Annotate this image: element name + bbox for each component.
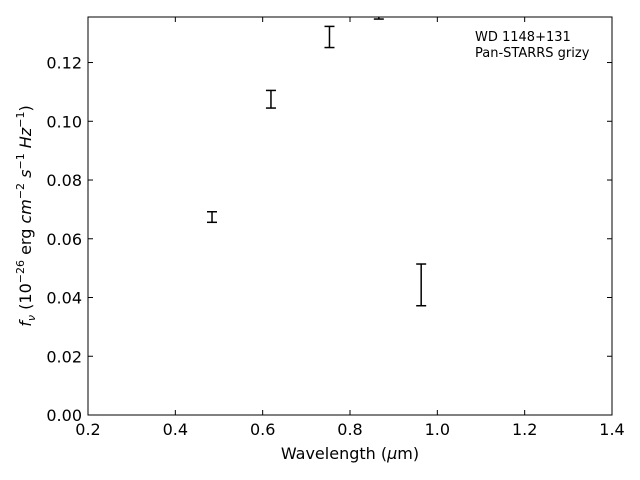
error-bars (207, 17, 427, 307)
y-tick-label: 0.04 (46, 289, 82, 308)
y-tick-label: 0.02 (46, 347, 82, 366)
y-tick-labels: 0.00 0.02 0.04 0.06 0.08 0.10 0.12 (46, 54, 82, 425)
x-tick-labels: 0.2 0.4 0.6 0.8 1.0 1.2 1.4 (75, 420, 624, 439)
x-tick-label: 0.8 (337, 420, 362, 439)
y-axis-label: fν (10−26 erg cm−2 s−1 Hz−1) (14, 105, 38, 326)
x-tick-label: 1.2 (512, 420, 537, 439)
error-bar-z (373, 17, 384, 20)
y-tick-label: 0.12 (46, 54, 82, 73)
x-tick-label: 0.4 (163, 420, 188, 439)
x-tick-label: 1.0 (425, 420, 450, 439)
axis-ticks (87, 17, 613, 416)
legend-line-1: WD 1148+131 (475, 30, 571, 45)
legend-line-2: Pan-STARRS grizy (475, 46, 590, 61)
y-tick-label: 0.10 (46, 112, 82, 131)
y-tick-label: 0.06 (46, 230, 82, 249)
x-tick-label: 1.4 (599, 420, 624, 439)
plot-frame (87, 16, 613, 416)
error-bar-y (416, 263, 427, 307)
y-tick-label: 0.08 (46, 171, 82, 190)
x-tick-label: 0.2 (75, 420, 100, 439)
x-axis-label: Wavelength (μm) (281, 444, 419, 463)
x-tick-label: 0.6 (250, 420, 275, 439)
y-tick-label: 0.00 (46, 406, 82, 425)
error-bar-r (265, 89, 276, 109)
error-bar-i (324, 25, 335, 49)
error-bar-g (207, 210, 218, 224)
